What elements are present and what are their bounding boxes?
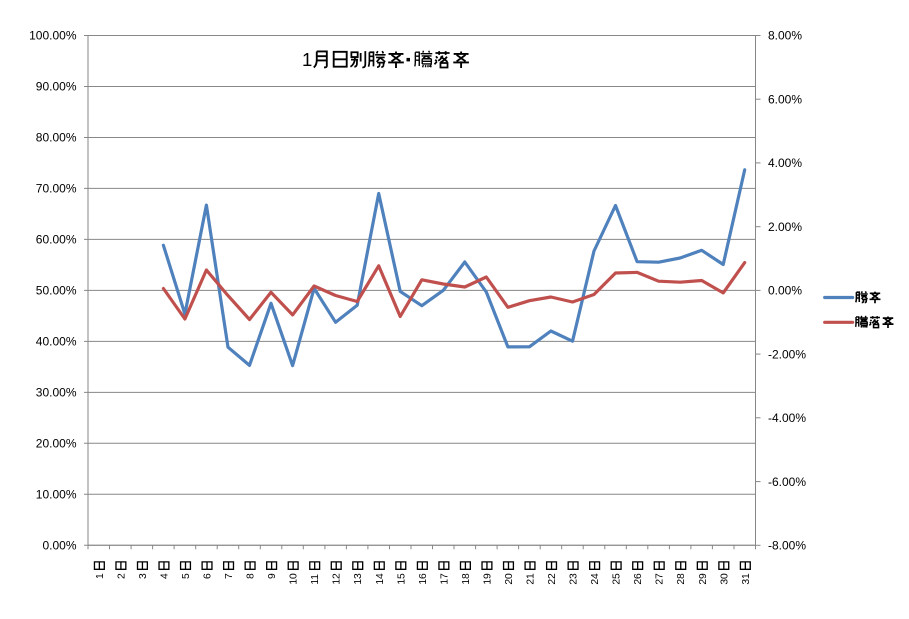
svg-text:8: 8 (246, 573, 257, 579)
svg-text:16: 16 (418, 573, 429, 585)
svg-text:28: 28 (676, 573, 687, 585)
svg-text:60.00%: 60.00% (36, 233, 77, 247)
svg-text:23: 23 (569, 573, 580, 585)
svg-text:4: 4 (159, 573, 170, 579)
svg-text:2: 2 (116, 573, 127, 579)
svg-text:100.00%: 100.00% (29, 29, 77, 43)
svg-text:26: 26 (633, 573, 644, 585)
svg-text:40.00%: 40.00% (36, 335, 77, 349)
svg-text:11: 11 (310, 574, 321, 585)
svg-text:30.00%: 30.00% (36, 386, 77, 400)
svg-text:5: 5 (181, 573, 192, 579)
svg-text:12: 12 (332, 573, 343, 585)
svg-text:17: 17 (439, 573, 450, 585)
svg-text:22: 22 (547, 573, 558, 585)
svg-text:-8.00%: -8.00% (768, 539, 806, 553)
svg-text:20.00%: 20.00% (36, 437, 77, 451)
svg-text:25: 25 (612, 573, 623, 585)
svg-text:-6.00%: -6.00% (768, 475, 806, 489)
svg-text:27: 27 (655, 573, 666, 585)
svg-text:15: 15 (396, 573, 407, 585)
svg-text:6: 6 (203, 573, 214, 579)
svg-text:0.00%: 0.00% (768, 284, 802, 298)
svg-text:21: 21 (526, 573, 537, 585)
svg-text:2.00%: 2.00% (768, 220, 802, 234)
svg-text:-2.00%: -2.00% (768, 347, 806, 361)
svg-text:1: 1 (95, 573, 106, 579)
svg-text:80.00%: 80.00% (36, 131, 77, 145)
svg-text:30: 30 (719, 573, 730, 585)
svg-text:90.00%: 90.00% (36, 80, 77, 94)
svg-text:7: 7 (224, 573, 235, 579)
svg-text:13: 13 (353, 573, 364, 585)
svg-text:20: 20 (504, 573, 515, 585)
svg-text:19: 19 (482, 573, 493, 585)
svg-text:1: 1 (302, 49, 312, 70)
svg-text:14: 14 (375, 573, 386, 585)
svg-text:6.00%: 6.00% (768, 92, 802, 106)
svg-text:4.00%: 4.00% (768, 156, 802, 170)
svg-text:8.00%: 8.00% (768, 29, 802, 43)
svg-text:10.00%: 10.00% (36, 488, 77, 502)
svg-text:9: 9 (267, 573, 278, 579)
svg-text:31: 31 (741, 573, 752, 585)
svg-text:-4.00%: -4.00% (768, 411, 806, 425)
svg-text:29: 29 (698, 573, 709, 585)
svg-text:24: 24 (590, 573, 601, 585)
svg-text:18: 18 (461, 573, 472, 585)
svg-text:3: 3 (138, 573, 149, 579)
svg-text:0.00%: 0.00% (42, 539, 76, 553)
svg-text:50.00%: 50.00% (36, 284, 77, 298)
svg-text:10: 10 (289, 573, 300, 585)
svg-text:70.00%: 70.00% (36, 182, 77, 196)
